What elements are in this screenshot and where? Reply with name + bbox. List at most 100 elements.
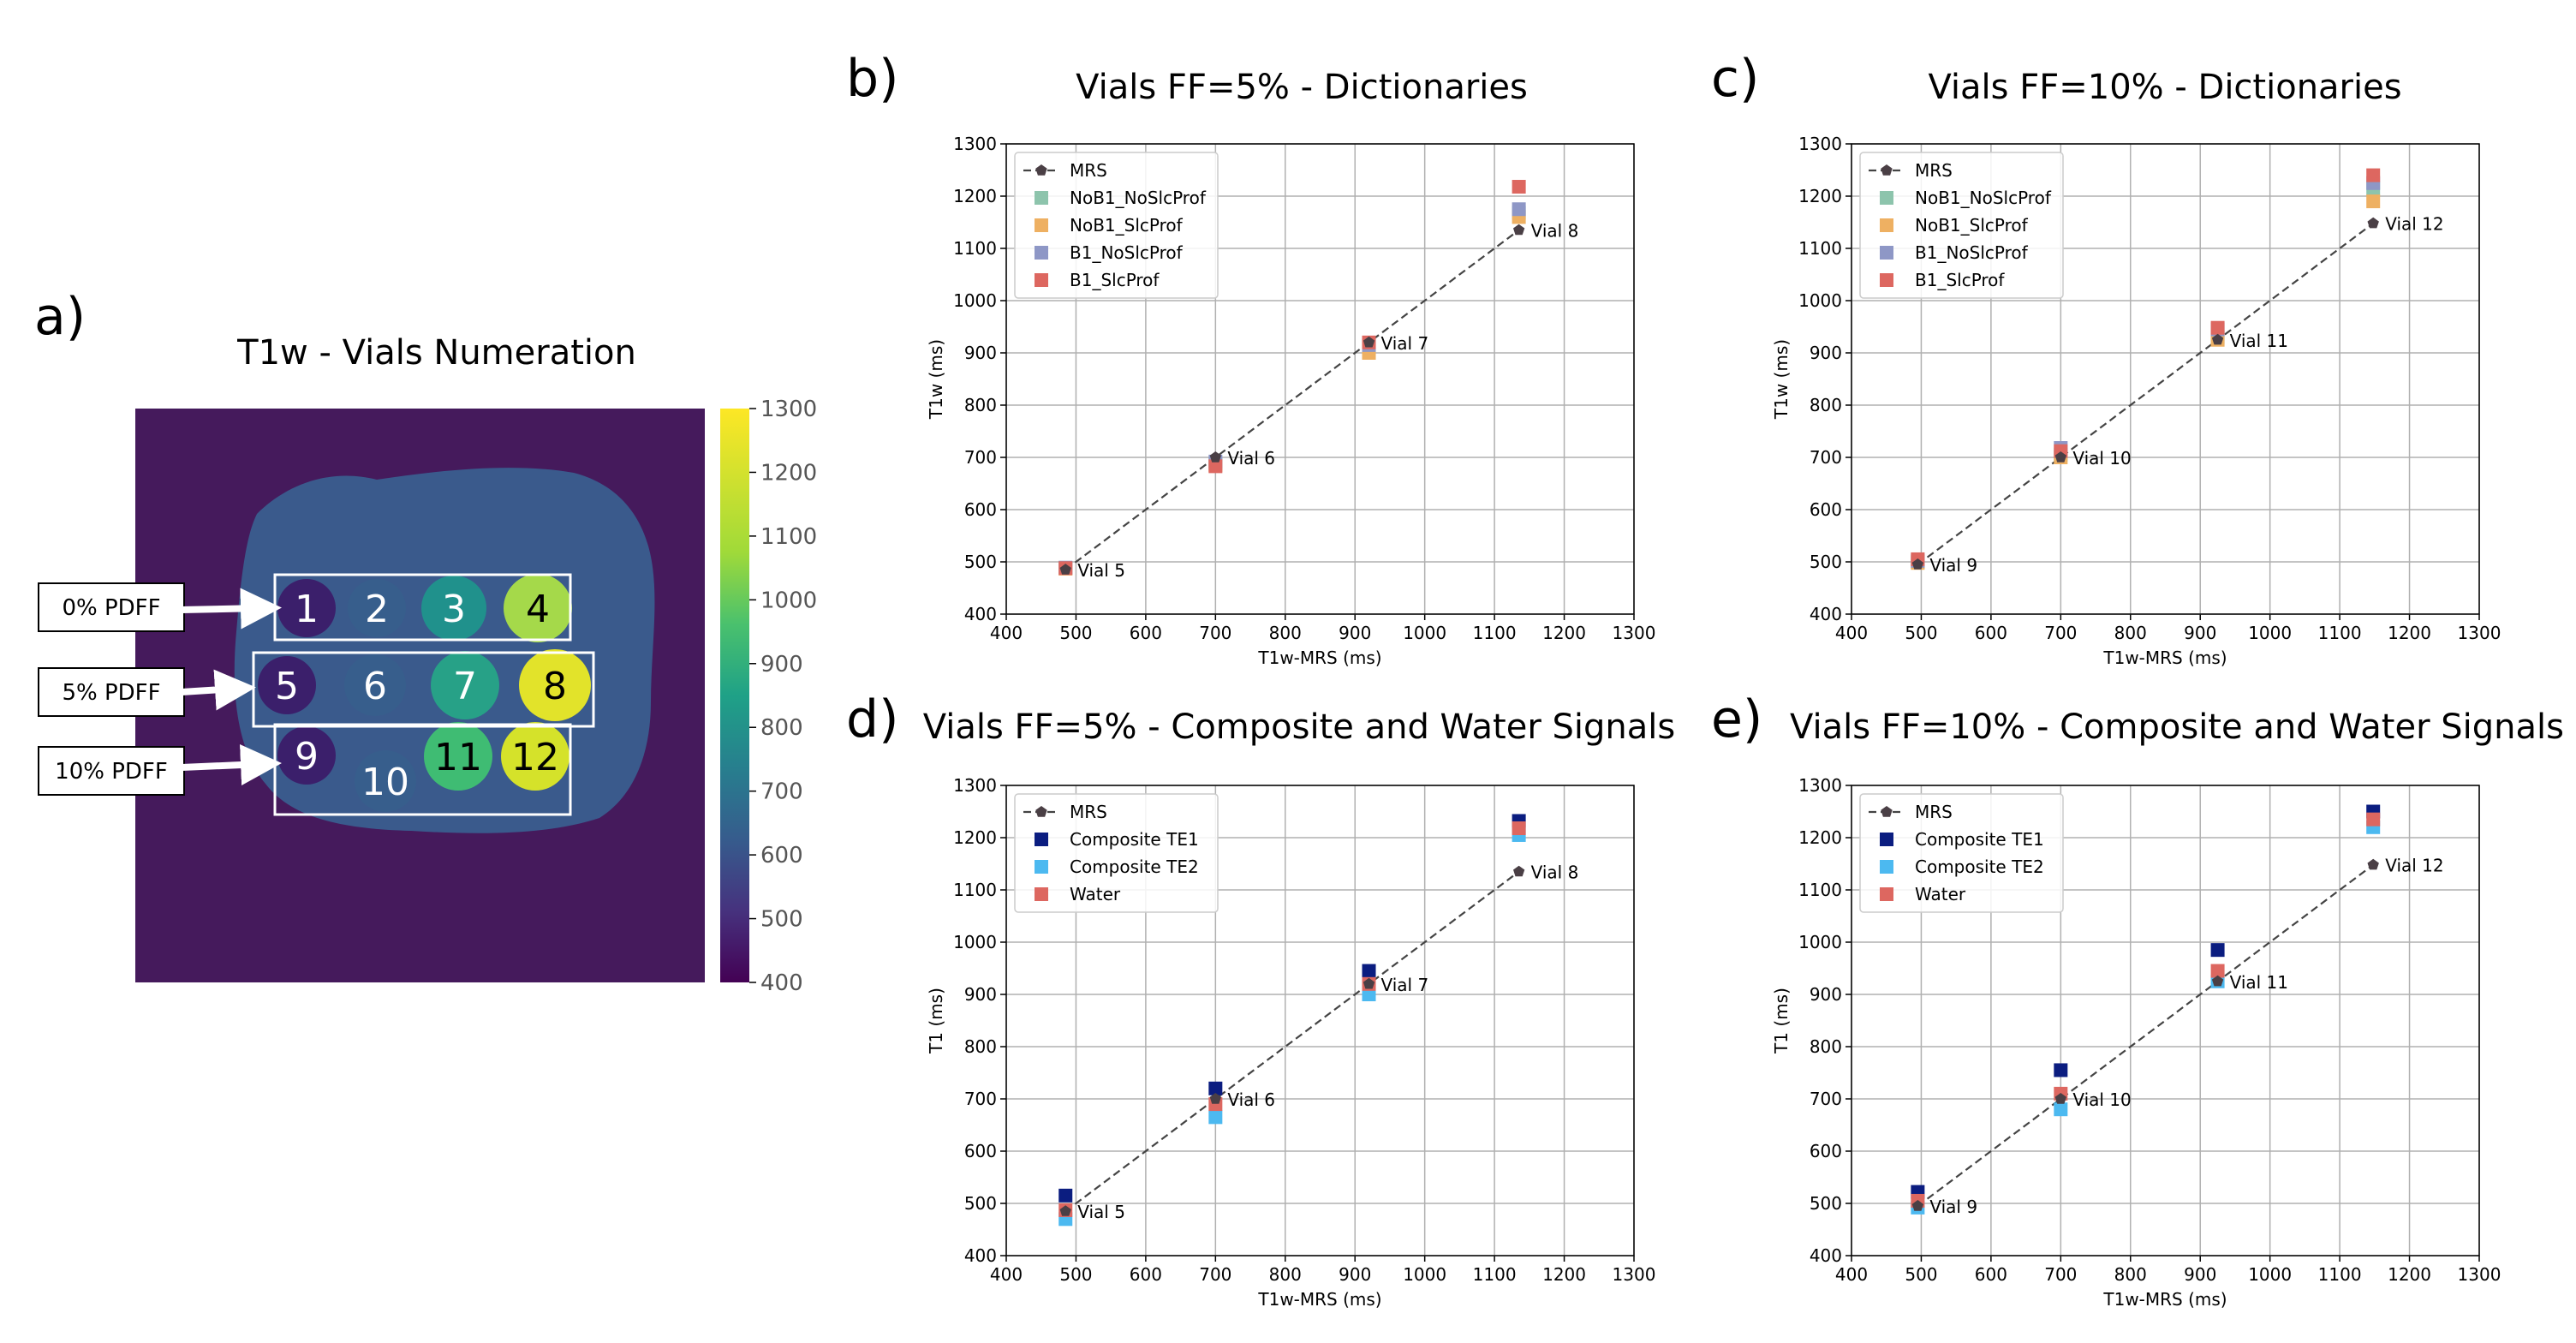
colorbar-tick-label: 800 bbox=[760, 715, 803, 741]
chart-title: Vials FF=5% - Dictionaries bbox=[1076, 68, 1528, 107]
x-tick-label: 1300 bbox=[2458, 623, 2501, 643]
panel-label-a: a) bbox=[34, 287, 86, 347]
legend-swatch bbox=[1880, 887, 1893, 901]
point-b1-slcprof bbox=[1512, 180, 1526, 194]
x-tick-label: 1100 bbox=[1473, 1264, 1517, 1285]
y-axis-label: T1w (ms) bbox=[1771, 339, 1792, 420]
vial-annotation: Vial 11 bbox=[2230, 331, 2288, 351]
vial-number-9: 9 bbox=[295, 735, 319, 779]
colorbar-tick-label: 700 bbox=[760, 779, 803, 805]
point-composite-te1 bbox=[1208, 1081, 1223, 1095]
x-tick-label: 500 bbox=[1905, 1264, 1937, 1285]
vial-10 bbox=[355, 750, 416, 812]
legend-swatch bbox=[1035, 218, 1048, 232]
point-composite-te2 bbox=[2054, 1102, 2068, 1117]
x-tick-label: 1200 bbox=[2388, 1264, 2431, 1285]
x-tick-label: 500 bbox=[1059, 623, 1092, 643]
vial-4 bbox=[504, 574, 572, 642]
chart-d: Vials FF=5% - Composite and Water Signal… bbox=[923, 707, 1675, 1310]
mrs-line bbox=[1064, 870, 1520, 1213]
y-tick-label: 1200 bbox=[1798, 186, 1842, 206]
vial-9 bbox=[277, 726, 336, 785]
legend-box bbox=[1859, 152, 2064, 299]
vial-8 bbox=[519, 649, 591, 721]
x-tick-label: 900 bbox=[2184, 1264, 2216, 1285]
point-mrs bbox=[1059, 1205, 1071, 1216]
vial-6 bbox=[344, 654, 406, 716]
x-tick-label: 600 bbox=[1975, 623, 2007, 643]
plot-frame bbox=[1005, 785, 1635, 1256]
plot-frame bbox=[1851, 143, 2480, 615]
legend-swatch bbox=[1035, 860, 1048, 874]
point-water bbox=[2210, 964, 2225, 978]
panel-label-e: e) bbox=[1711, 689, 1762, 749]
arrow-10pct bbox=[181, 744, 282, 786]
vial-annotation: Vial 9 bbox=[1929, 555, 1977, 576]
y-tick-label: 800 bbox=[964, 1036, 997, 1057]
y-tick-label: 600 bbox=[1810, 1141, 1842, 1161]
y-tick-label: 1300 bbox=[1798, 775, 1842, 796]
legend-swatch bbox=[1880, 246, 1893, 260]
legend-label: Water bbox=[1915, 884, 1966, 904]
vial-annotation: Vial 7 bbox=[1381, 333, 1429, 354]
y-tick-label: 1200 bbox=[953, 186, 997, 206]
colorbar-tick-label: 600 bbox=[760, 843, 803, 868]
y-tick-label: 600 bbox=[1810, 499, 1842, 520]
legend-swatch bbox=[1035, 887, 1048, 901]
point-mrs bbox=[1513, 224, 1525, 236]
chart-title: Vials FF=10% - Composite and Water Signa… bbox=[1790, 707, 2564, 747]
x-axis-label: T1w-MRS (ms) bbox=[2102, 648, 2227, 668]
x-tick-label: 400 bbox=[990, 1264, 1023, 1285]
x-tick-label: 600 bbox=[1130, 1264, 1162, 1285]
point-mrs bbox=[1363, 977, 1375, 989]
legend-label: NoB1_NoSlcProf bbox=[1915, 188, 2052, 208]
chart-title: Vials FF=5% - Composite and Water Signal… bbox=[923, 707, 1675, 747]
vial-annotation: Vial 10 bbox=[2072, 1089, 2131, 1110]
point-mrs bbox=[1363, 336, 1375, 348]
legend-label: NoB1_SlcProf bbox=[1915, 215, 2029, 236]
vial-number-8: 8 bbox=[543, 665, 567, 708]
y-tick-label: 1300 bbox=[1798, 134, 1842, 154]
legend-label: Water bbox=[1070, 884, 1121, 904]
x-tick-label: 1100 bbox=[1473, 623, 1517, 643]
vial-annotation: Vial 8 bbox=[1531, 863, 1579, 883]
y-axis-label: T1w (ms) bbox=[926, 339, 946, 420]
x-tick-label: 400 bbox=[990, 623, 1023, 643]
vial-number-3: 3 bbox=[442, 588, 466, 631]
point-b1-slcprof bbox=[2366, 168, 2381, 182]
point-b1-slcprof bbox=[1208, 459, 1223, 474]
row-label-0pct-text: 0% PDFF bbox=[62, 595, 160, 621]
legend-swatch-mrs bbox=[1881, 806, 1893, 817]
point-composite-te1 bbox=[1362, 964, 1376, 978]
x-tick-label: 400 bbox=[1835, 623, 1868, 643]
x-tick-label: 800 bbox=[1269, 1264, 1302, 1285]
legend-label: Composite TE2 bbox=[1915, 857, 2044, 877]
y-tick-label: 1100 bbox=[953, 880, 997, 900]
x-tick-label: 500 bbox=[1905, 623, 1937, 643]
x-tick-label: 1100 bbox=[2318, 1264, 2362, 1285]
vial-number-6: 6 bbox=[363, 665, 387, 708]
legend-label: MRS bbox=[1915, 160, 1953, 181]
x-tick-label: 500 bbox=[1059, 1264, 1092, 1285]
point-water bbox=[1512, 821, 1526, 836]
map-title: T1w - Vials Numeration bbox=[236, 333, 636, 373]
y-tick-label: 900 bbox=[1810, 343, 1842, 363]
panel-label-d: d) bbox=[846, 689, 899, 749]
legend-label: B1_SlcProf bbox=[1915, 270, 2005, 290]
point-composite-te2 bbox=[1208, 1110, 1223, 1125]
point-mrs bbox=[2367, 858, 2379, 870]
legend-swatch bbox=[1880, 273, 1893, 287]
point-mrs bbox=[1059, 564, 1071, 575]
plot-frame bbox=[1005, 143, 1635, 615]
legend-label: B1_SlcProf bbox=[1070, 270, 1160, 290]
x-tick-label: 800 bbox=[2114, 623, 2147, 643]
mrs-line bbox=[1064, 229, 1520, 571]
point-composite-te1 bbox=[1058, 1188, 1073, 1203]
x-tick-label: 900 bbox=[1339, 1264, 1371, 1285]
row-label-10pct-text: 10% PDFF bbox=[55, 759, 168, 785]
y-tick-label: 700 bbox=[1810, 1089, 1842, 1109]
vial-number-4: 4 bbox=[526, 588, 550, 631]
